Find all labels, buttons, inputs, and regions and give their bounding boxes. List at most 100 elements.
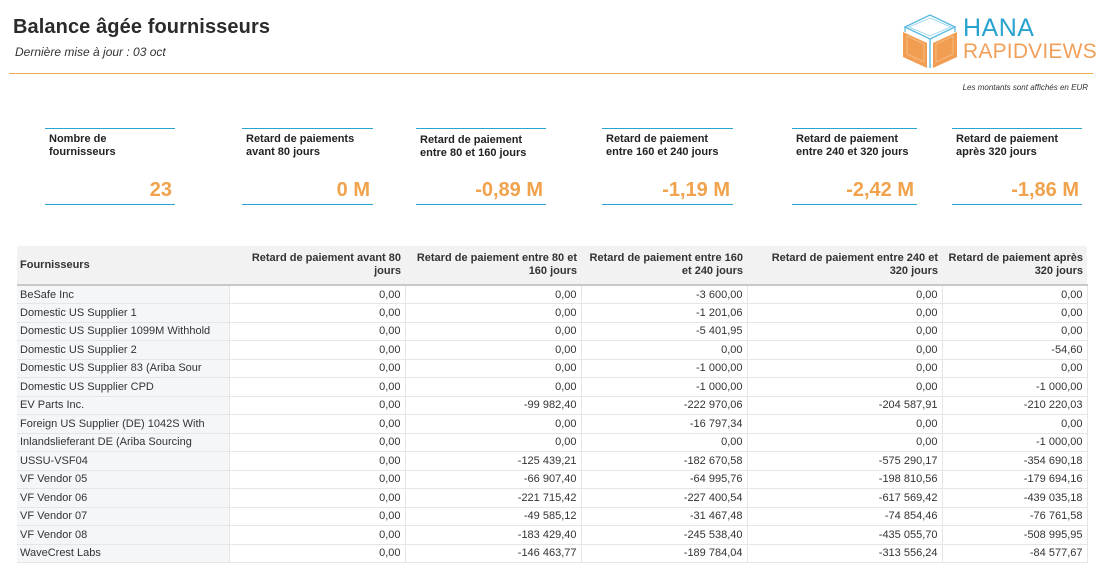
table-row[interactable]: Domestic US Supplier CPD 0,00 0,00 -1 000,0…	[17, 377, 1088, 397]
cell-80-160: 0,00	[405, 340, 582, 360]
cell-80-160: -146 463,77	[405, 544, 582, 563]
cell-before-80: 0,00	[229, 525, 406, 545]
cell-before-80: 0,00	[229, 396, 406, 415]
table-row[interactable]: Domestic US Supplier 2 0,00 0,00 0,00 0,00 -5…	[17, 340, 1088, 360]
aging-balance-table: Fournisseurs Retard de paiement avant 80…	[17, 246, 1088, 563]
table-row[interactable]: USSU-VSF04 0,00 -125 439,21 -182 670,58 -575…	[17, 451, 1088, 471]
cell-after-320: -76 761,58	[942, 507, 1088, 526]
cell-240-320: -575 290,17	[747, 451, 943, 471]
cell-after-320: 0,00	[942, 359, 1088, 378]
cell-240-320: -313 556,24	[747, 544, 943, 563]
table-body: BeSafe Inc 0,00 0,00 -3 600,00 0,00 0,00 Domes…	[17, 285, 1088, 563]
logo-text-rapidviews: RAPIDVIEWS	[963, 40, 1097, 63]
cell-160-240: -182 670,58	[581, 451, 748, 471]
cell-before-80: 0,00	[229, 359, 406, 378]
cell-after-320: 0,00	[942, 414, 1088, 434]
cell-after-320: 0,00	[942, 285, 1088, 304]
table-row[interactable]: VF Vendor 06 0,00 -221 715,42 -227 400,54 -6…	[17, 488, 1088, 508]
cell-240-320: -74 854,46	[747, 507, 943, 526]
cell-80-160: -49 585,12	[405, 507, 582, 526]
logo-text-hana: HANA	[963, 14, 1035, 42]
cell-after-320: -54,60	[942, 340, 1088, 360]
header-divider	[9, 73, 1093, 74]
table-row[interactable]: BeSafe Inc 0,00 0,00 -3 600,00 0,00 0,00	[17, 285, 1088, 304]
table-row[interactable]: EV Parts Inc. 0,00 -99 982,40 -222 970,06 -2…	[17, 396, 1088, 415]
cell-80-160: 0,00	[405, 322, 582, 341]
cell-before-80: 0,00	[229, 303, 406, 323]
table-row[interactable]: Inlandslieferant DE (Ariba Sourcing 0,00 0…	[17, 433, 1088, 452]
table-row[interactable]: VF Vendor 07 0,00 -49 585,12 -31 467,48 -74 …	[17, 507, 1088, 526]
cell-supplier-name: Domestic US Supplier 83 (Ariba Sour	[17, 359, 230, 378]
kpi-after-320-days: Retard de paiement après 320 jours -1,86…	[952, 128, 1082, 206]
cell-240-320: -617 569,42	[747, 488, 943, 508]
hana-rapidviews-logo: HANA RAPIDVIEWS	[900, 12, 1100, 70]
column-header-before-80[interactable]: Retard de paiement avant 80 jours	[229, 246, 405, 286]
column-header-80-160[interactable]: Retard de paiement entre 80 et 160 jours	[405, 246, 581, 286]
cell-240-320: 0,00	[747, 285, 943, 304]
kpi-top-rule	[45, 128, 175, 129]
cell-after-320: -439 035,18	[942, 488, 1088, 508]
cell-160-240: -64 995,76	[581, 470, 748, 489]
cell-80-160: -66 907,40	[405, 470, 582, 489]
report-header: Balance âgée fournisseurs Dernière mise …	[0, 0, 1106, 76]
column-header-suppliers[interactable]: Fournisseurs	[17, 246, 229, 286]
cell-supplier-name: Domestic US Supplier 1099M Withhold	[17, 322, 230, 341]
kpi-top-rule	[952, 128, 1082, 129]
kpi-supplier-count: Nombre de fournisseurs 23	[45, 128, 175, 206]
cell-240-320: -204 587,91	[747, 396, 943, 415]
cell-supplier-name: EV Parts Inc.	[17, 396, 230, 415]
cell-80-160: 0,00	[405, 359, 582, 378]
cell-160-240: -3 600,00	[581, 285, 748, 304]
cell-after-320: -1 000,00	[942, 377, 1088, 397]
column-header-240-320[interactable]: Retard de paiement entre 240 et 320 jour…	[747, 246, 942, 286]
table-row[interactable]: Domestic US Supplier 83 (Ariba Sour 0,00 0…	[17, 359, 1088, 378]
cell-after-320: -210 220,03	[942, 396, 1088, 415]
kpi-240-320-days: Retard de paiement entre 240 et 320 jour…	[792, 128, 917, 206]
kpi-value: -1,19 M	[662, 179, 730, 201]
kpi-label: Retard de paiement après 320 jours	[956, 133, 1059, 158]
column-header-160-240[interactable]: Retard de paiement entre 160 et 240 jour…	[581, 246, 747, 286]
cell-after-320: -354 690,18	[942, 451, 1088, 471]
cell-80-160: -99 982,40	[405, 396, 582, 415]
cell-supplier-name: Domestic US Supplier 2	[17, 340, 230, 360]
cell-240-320: -198 810,56	[747, 470, 943, 489]
table-row[interactable]: Domestic US Supplier 1099M Withhold 0,00 0…	[17, 322, 1088, 341]
currency-note: Les montants sont affichés en EUR	[962, 83, 1088, 92]
kpi-label: Nombre de fournisseurs	[49, 133, 116, 158]
cell-240-320: 0,00	[747, 433, 943, 452]
cell-before-80: 0,00	[229, 433, 406, 452]
cell-before-80: 0,00	[229, 322, 406, 341]
kpi-80-160-days: Retard de paiement entre 80 et 160 jours…	[416, 128, 546, 206]
cell-160-240: 0,00	[581, 340, 748, 360]
cell-before-80: 0,00	[229, 340, 406, 360]
column-header-after-320[interactable]: Retard de paiement après 320 jours	[942, 246, 1087, 286]
table-row[interactable]: WaveCrest Labs 0,00 -146 463,77 -189 784,04…	[17, 544, 1088, 563]
cell-160-240: -189 784,04	[581, 544, 748, 563]
cell-supplier-name: VF Vendor 08	[17, 525, 230, 545]
table-row[interactable]: Foreign US Supplier (DE) 1042S With 0,00 0…	[17, 414, 1088, 434]
kpi-value: -2,42 M	[846, 179, 914, 201]
cell-80-160: -183 429,40	[405, 525, 582, 545]
table-row[interactable]: VF Vendor 05 0,00 -66 907,40 -64 995,76 -198…	[17, 470, 1088, 489]
cell-160-240: -227 400,54	[581, 488, 748, 508]
kpi-bottom-rule	[242, 204, 373, 205]
cell-supplier-name: VF Vendor 07	[17, 507, 230, 526]
cell-160-240: 0,00	[581, 433, 748, 452]
table-row[interactable]: VF Vendor 08 0,00 -183 429,40 -245 538,40 -4…	[17, 525, 1088, 545]
table-row[interactable]: Domestic US Supplier 1 0,00 0,00 -1 201,06 0…	[17, 303, 1088, 323]
cell-before-80: 0,00	[229, 488, 406, 508]
cell-240-320: 0,00	[747, 303, 943, 323]
cell-after-320: -84 577,67	[942, 544, 1088, 563]
cell-after-320: -1 000,00	[942, 433, 1088, 452]
cell-after-320: 0,00	[942, 322, 1088, 341]
kpi-value: -1,86 M	[1011, 179, 1079, 201]
kpi-label: Retard de paiement entre 80 et 160 jours	[420, 134, 527, 159]
kpi-top-rule	[416, 128, 546, 129]
cell-80-160: 0,00	[405, 285, 582, 304]
cell-supplier-name: Domestic US Supplier 1	[17, 303, 230, 323]
kpi-label: Retard de paiement entre 160 et 240 jour…	[606, 133, 719, 158]
suppliers-table: Fournisseurs Retard de paiement avant 80…	[17, 246, 1088, 563]
page-title: Balance âgée fournisseurs	[13, 16, 271, 38]
cell-240-320: 0,00	[747, 340, 943, 360]
cell-160-240: -1 000,00	[581, 377, 748, 397]
